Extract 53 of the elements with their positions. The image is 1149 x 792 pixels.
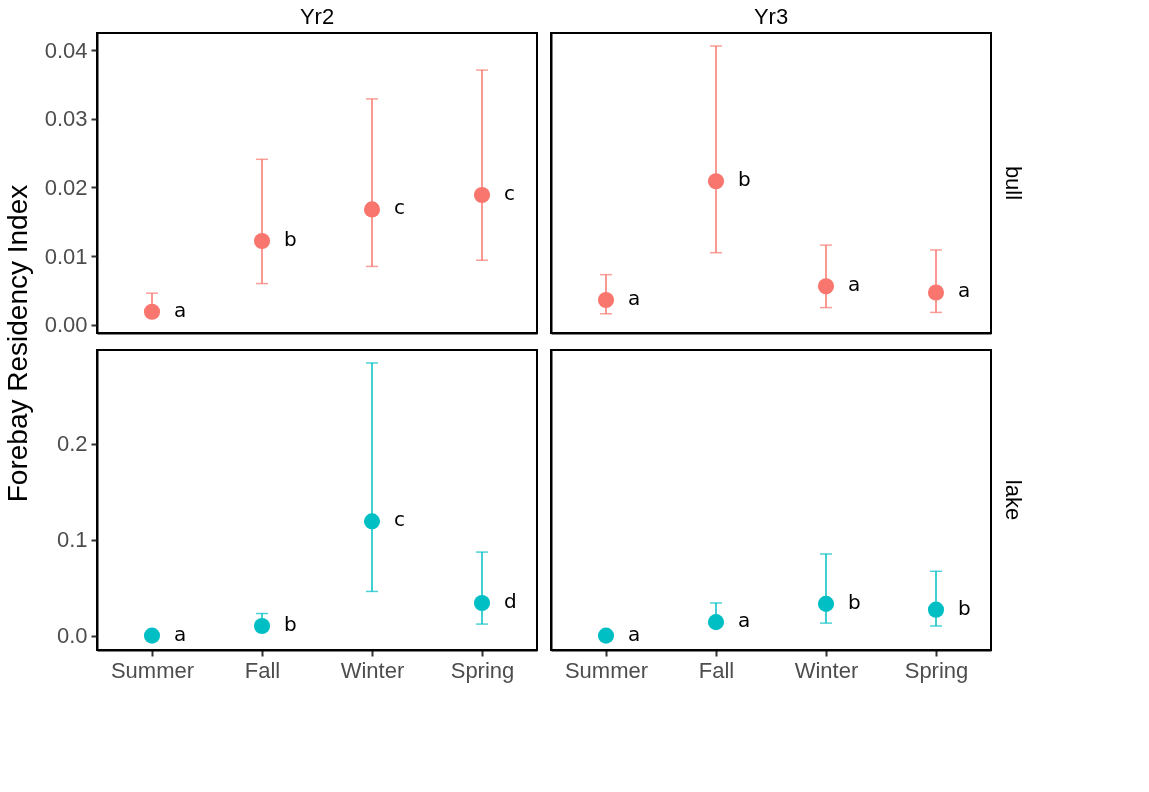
annotation: a (174, 297, 187, 322)
y2-axis-title: bull (1001, 165, 1026, 201)
point (363, 201, 381, 218)
point (253, 232, 271, 250)
point (597, 627, 615, 644)
point (253, 617, 271, 635)
point (927, 284, 945, 301)
point (143, 627, 161, 644)
y-tick-label: 0.03 (44, 106, 88, 132)
x-tick-label: Summer (564, 657, 649, 683)
point (707, 173, 725, 190)
x-tick-label: Summer (110, 657, 195, 683)
y-tick-label: 0.02 (44, 174, 88, 200)
annotation: c (504, 181, 515, 206)
annotation: a (738, 608, 751, 633)
chart-title: Yr3 (753, 4, 789, 29)
y-axis-title: Forebay Residency Index (2, 184, 34, 503)
annotation: b (848, 589, 861, 614)
annotation: d (504, 588, 517, 613)
annotation: a (958, 278, 971, 303)
annotation: a (848, 272, 861, 297)
y-tick-label: 0.1 (56, 527, 88, 553)
annotation: a (628, 286, 641, 311)
point (707, 614, 725, 631)
x-tick-label: Spring (450, 657, 515, 683)
y2-axis-title: lake (1001, 479, 1026, 521)
point (473, 186, 491, 204)
annotation: b (284, 227, 297, 252)
annotation: c (394, 507, 405, 532)
point (597, 292, 615, 309)
point (817, 595, 835, 612)
point (927, 601, 945, 618)
annotation: b (738, 167, 751, 192)
annotation: c (394, 195, 405, 220)
y-tick-label: 0.0 (56, 623, 88, 649)
y-tick-label: 0.00 (44, 312, 88, 338)
chart-title: Yr2 (299, 4, 335, 29)
annotation: a (628, 621, 641, 646)
annotation: b (958, 595, 971, 620)
annotation: b (284, 612, 297, 636)
x-tick-label: Fall (244, 657, 281, 683)
x-tick-label: Winter (340, 657, 405, 683)
point (363, 513, 381, 530)
x-tick-label: Spring (904, 657, 969, 683)
point (473, 594, 491, 612)
point (143, 303, 161, 320)
y-tick-label: 0.2 (56, 431, 88, 457)
annotation: a (174, 621, 187, 646)
x-tick-label: Winter (794, 657, 859, 683)
y-tick-label: 0.01 (44, 243, 88, 269)
x-tick-label: Fall (698, 657, 735, 683)
point (817, 278, 835, 295)
y-tick-label: 0.04 (44, 37, 88, 63)
